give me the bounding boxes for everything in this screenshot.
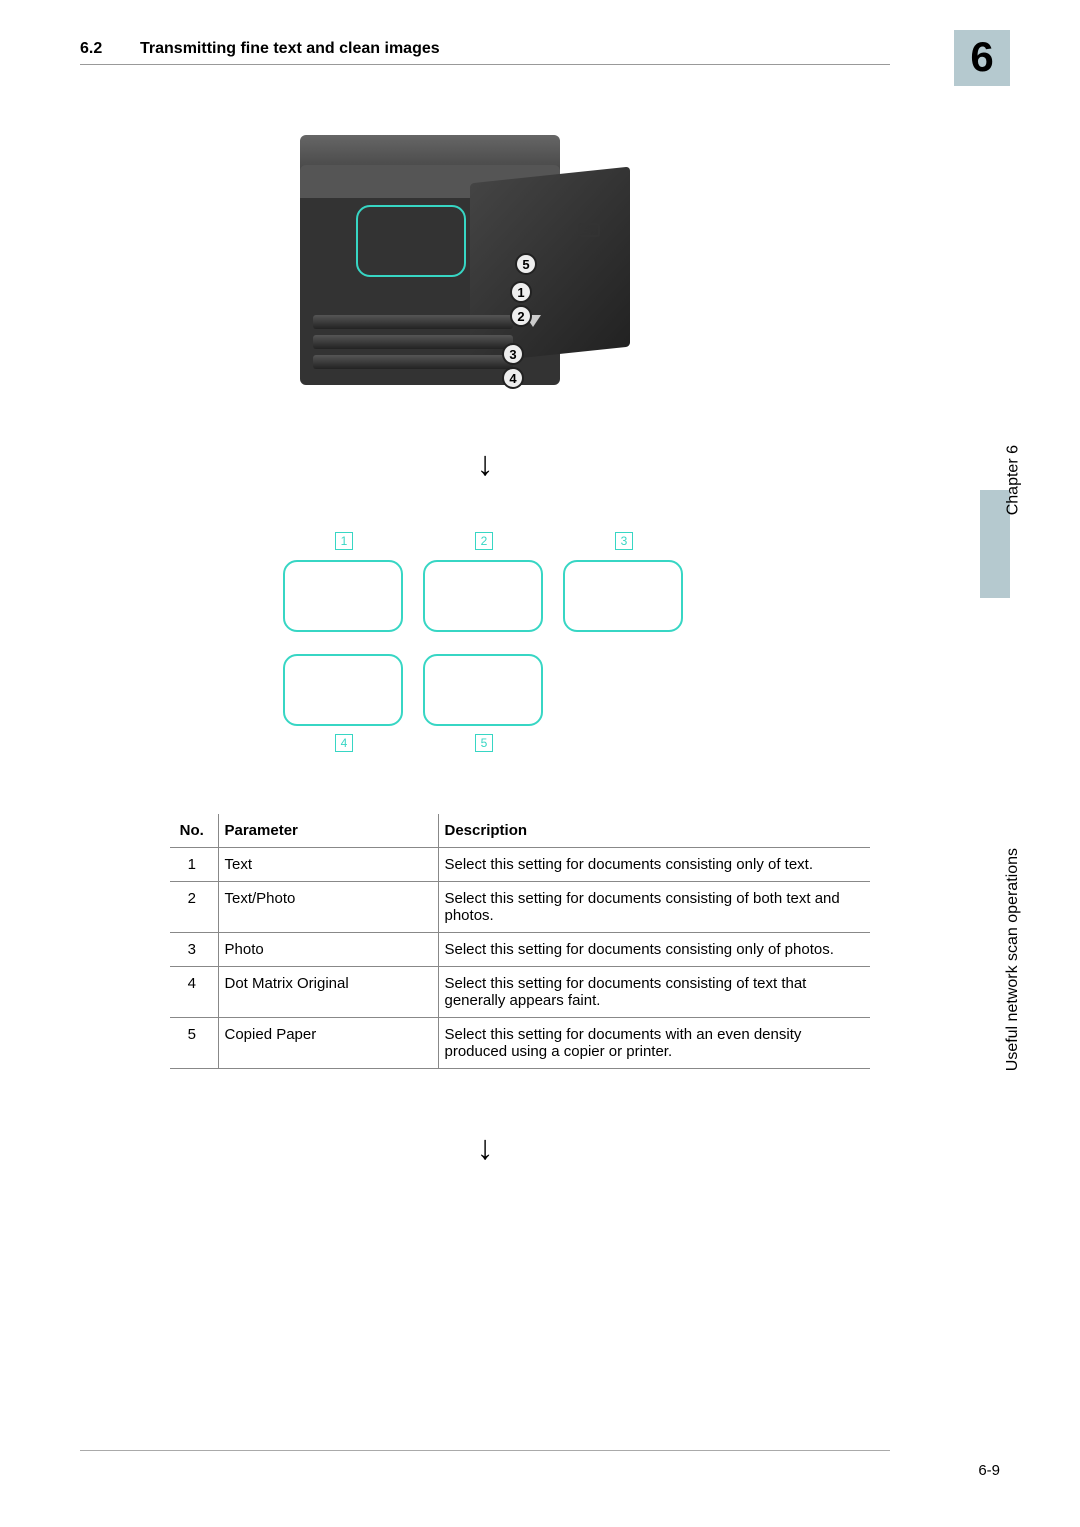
table-cell-desc: Select this setting for documents consis…	[438, 882, 870, 933]
table-cell-no: 3	[170, 933, 218, 967]
table-cell-desc: Select this setting for documents consis…	[438, 967, 870, 1018]
panel-button-5	[423, 654, 543, 726]
table-header-row: No. Parameter Description	[170, 814, 870, 848]
parameter-table: No. Parameter Description 1 Text Select …	[170, 814, 870, 1069]
printer-tray	[313, 355, 513, 369]
table-header-no: No.	[170, 814, 218, 848]
table-row: 3 Photo Select this setting for document…	[170, 933, 870, 967]
table-cell-desc: Select this setting for documents consis…	[438, 848, 870, 882]
eject-arrow-icon	[578, 223, 600, 237]
table-cell-no: 1	[170, 848, 218, 882]
callout-square-1: 1	[335, 532, 353, 550]
table-row: 1 Text Select this setting for documents…	[170, 848, 870, 882]
callout-circle-4: 4	[502, 367, 524, 389]
page-header: 6.2 Transmitting fine text and clean ima…	[80, 40, 890, 65]
section-number: 6.2	[80, 40, 140, 58]
table-cell-no: 2	[170, 882, 218, 933]
section-title: Transmitting fine text and clean images	[140, 40, 440, 58]
side-tab-chapter-label: Chapter 6	[1004, 445, 1022, 515]
table-cell-param: Copied Paper	[218, 1018, 438, 1069]
callout-circle-1: 1	[510, 281, 532, 303]
table-header-description: Description	[438, 814, 870, 848]
down-arrow-icon: ↓	[80, 445, 890, 484]
printer-front-door	[470, 167, 630, 364]
side-tab-chapter-text: Chapter 6	[1004, 445, 1021, 515]
callout-square-5: 5	[475, 734, 493, 752]
table-row: 4 Dot Matrix Original Select this settin…	[170, 967, 870, 1018]
printer-illustration: 5 1 2 3 4	[270, 115, 700, 415]
panel-button-4	[283, 654, 403, 726]
panel-button-1	[283, 560, 403, 632]
table-header-parameter: Parameter	[218, 814, 438, 848]
chapter-number-box: 6	[954, 30, 1010, 86]
printer-tray	[313, 315, 513, 329]
control-panel-detail: 1 2 3 4 5	[275, 524, 695, 754]
callout-square-2: 2	[475, 532, 493, 550]
table-cell-no: 4	[170, 967, 218, 1018]
table-cell-param: Photo	[218, 933, 438, 967]
callout-circle-5: 5	[515, 253, 537, 275]
table-row: 5 Copied Paper Select this setting for d…	[170, 1018, 870, 1069]
printer-tray	[313, 335, 513, 349]
footer-rule	[80, 1450, 890, 1451]
callout-circle-2: 2	[510, 305, 532, 327]
table-cell-desc: Select this setting for documents consis…	[438, 933, 870, 967]
callout-square-3: 3	[615, 532, 633, 550]
panel-button-2	[423, 560, 543, 632]
table-cell-param: Dot Matrix Original	[218, 967, 438, 1018]
table-cell-param: Text	[218, 848, 438, 882]
callout-circle-3: 3	[502, 343, 524, 365]
callout-square-4: 4	[335, 734, 353, 752]
table-row: 2 Text/Photo Select this setting for doc…	[170, 882, 870, 933]
side-tab-running-title: Useful network scan operations	[1004, 848, 1022, 1071]
table-cell-desc: Select this setting for documents with a…	[438, 1018, 870, 1069]
table-cell-param: Text/Photo	[218, 882, 438, 933]
down-arrow-icon: ↓	[80, 1129, 890, 1168]
control-panel-highlight	[356, 205, 466, 277]
footer-page-number: 6-9	[978, 1462, 1000, 1479]
panel-button-3	[563, 560, 683, 632]
table-cell-no: 5	[170, 1018, 218, 1069]
